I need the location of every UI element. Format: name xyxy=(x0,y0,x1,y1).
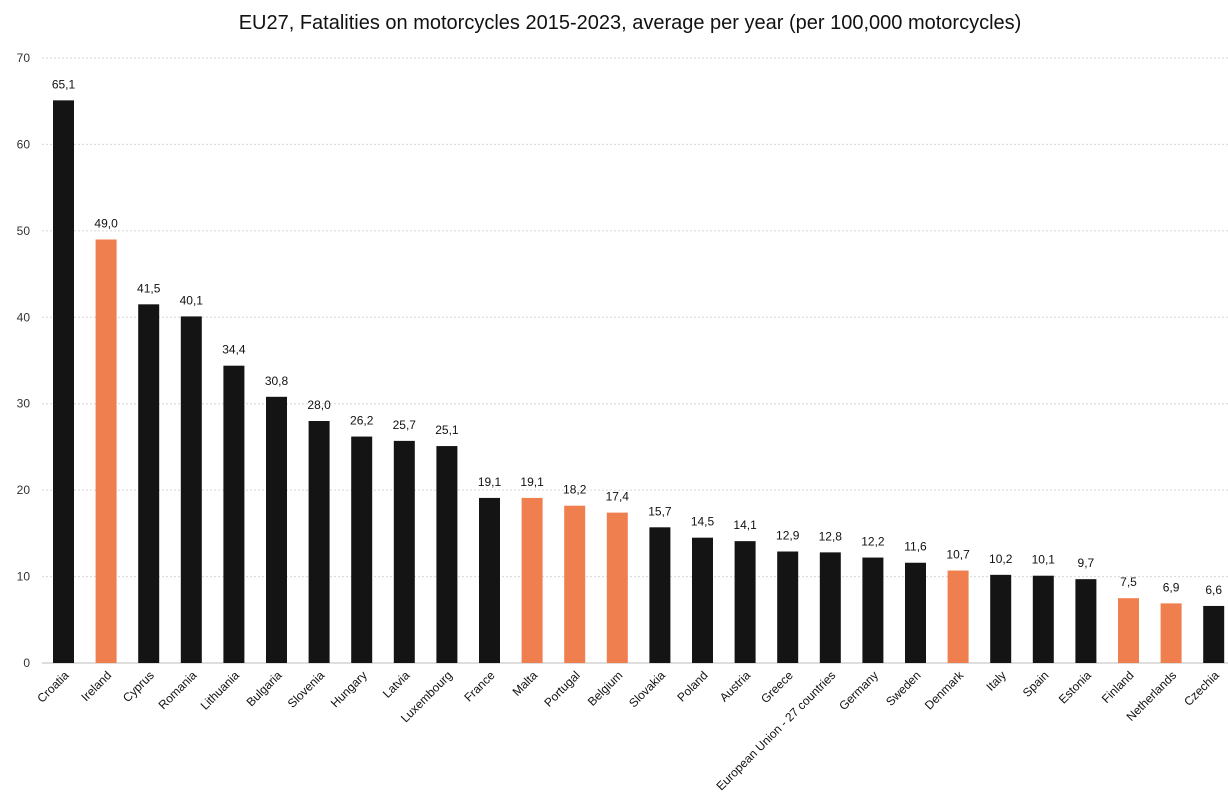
data-label: 18,2 xyxy=(563,483,587,497)
data-label: 15,7 xyxy=(648,504,672,518)
x-tick-label: Slovakia xyxy=(626,668,668,710)
data-label: 49,0 xyxy=(94,217,118,231)
data-label: 26,2 xyxy=(350,414,374,428)
data-label: 10,2 xyxy=(989,552,1013,566)
bar-cyprus xyxy=(138,304,160,663)
data-label: 9,7 xyxy=(1078,556,1095,570)
data-labels: 65,1 49,0 41,5 40,1 34,4 30,8 28,0 26,2 25,7 25,1… xyxy=(52,77,1223,597)
data-label: 7,5 xyxy=(1120,575,1137,589)
bar-sweden xyxy=(905,562,926,663)
y-tick-label: 70 xyxy=(17,51,31,65)
data-label: 14,5 xyxy=(691,515,715,529)
data-label: 41,5 xyxy=(137,281,161,295)
bars xyxy=(53,100,1225,664)
data-label: 10,1 xyxy=(1032,553,1056,567)
x-tick-label: Czechia xyxy=(1181,668,1222,709)
y-tick-label: 30 xyxy=(17,397,31,411)
x-tick-label: Portugal xyxy=(541,668,583,710)
data-label: 10,7 xyxy=(946,548,970,562)
data-label: 17,4 xyxy=(606,490,630,504)
bar-romania xyxy=(180,316,202,663)
bar-netherlands xyxy=(1160,603,1182,663)
bar-germany xyxy=(862,557,884,663)
y-tick-label: 10 xyxy=(17,570,31,584)
data-label: 28,0 xyxy=(307,398,331,412)
bar-poland xyxy=(692,537,713,663)
bar-belgium xyxy=(606,512,628,663)
bar-malta xyxy=(521,497,543,663)
x-tick-label: Ireland xyxy=(78,668,114,704)
bar-czechia xyxy=(1203,605,1225,663)
x-tick-label: Greece xyxy=(758,668,796,706)
bar-france xyxy=(479,497,500,663)
x-tick-label: Estonia xyxy=(1056,668,1094,706)
bar-estonia xyxy=(1075,579,1097,663)
gridlines xyxy=(42,57,1228,664)
data-label: 40,1 xyxy=(180,293,204,307)
data-label: 12,8 xyxy=(819,529,843,543)
data-label: 34,4 xyxy=(222,343,246,357)
y-axis-ticks: 0 10 20 30 40 50 60 70 xyxy=(17,51,31,670)
x-tick-label: Poland xyxy=(674,668,710,704)
x-tick-label: Spain xyxy=(1020,668,1052,700)
bar-luxembourg xyxy=(436,446,458,663)
bar-european-union-27-countries xyxy=(819,552,841,663)
bar-austria xyxy=(734,541,756,663)
x-tick-label: Sweden xyxy=(883,668,924,709)
data-label: 6,9 xyxy=(1163,580,1180,594)
data-label: 14,1 xyxy=(733,518,757,532)
bar-italy xyxy=(990,574,1012,663)
x-tick-label: Lithuania xyxy=(198,668,243,713)
bar-hungary xyxy=(351,436,373,663)
bar-slovakia xyxy=(649,527,671,663)
data-label: 6,6 xyxy=(1205,583,1222,597)
data-label: 11,6 xyxy=(904,540,927,554)
x-tick-label: Malta xyxy=(510,668,541,699)
data-label: 12,2 xyxy=(861,535,885,549)
bar-denmark xyxy=(947,570,969,663)
y-tick-label: 0 xyxy=(23,656,30,670)
bar-latvia xyxy=(393,440,415,663)
y-tick-label: 60 xyxy=(17,137,31,151)
data-label: 19,1 xyxy=(478,475,502,489)
chart-title: EU27, Fatalities on motorcycles 2015-202… xyxy=(238,12,1022,34)
x-tick-label: France xyxy=(461,668,498,705)
x-tick-label: Slovenia xyxy=(285,668,328,711)
bar-lithuania xyxy=(223,365,245,663)
x-tick-label: Austria xyxy=(717,668,754,705)
bar-spain xyxy=(1032,575,1054,663)
bar-croatia xyxy=(53,100,74,664)
data-label: 65,1 xyxy=(52,77,76,91)
data-label: 25,7 xyxy=(393,418,417,432)
x-tick-label: Latvia xyxy=(380,668,413,701)
x-tick-label: Denmark xyxy=(922,668,967,713)
x-tick-label: Germany xyxy=(836,668,881,713)
data-label: 12,9 xyxy=(776,529,800,543)
x-tick-label: Italy xyxy=(983,668,1008,693)
x-tick-label: Cyprus xyxy=(120,668,157,705)
y-tick-label: 20 xyxy=(17,483,31,497)
data-label: 19,1 xyxy=(520,475,544,489)
x-tick-label: Croatia xyxy=(34,668,71,705)
bar-slovenia xyxy=(308,421,330,663)
bar-ireland xyxy=(95,239,117,663)
data-label: 30,8 xyxy=(265,374,289,388)
y-tick-label: 40 xyxy=(17,310,31,324)
bar-bulgaria xyxy=(266,396,287,663)
y-tick-label: 50 xyxy=(17,224,31,238)
bar-finland xyxy=(1118,598,1139,663)
bar-portugal xyxy=(564,505,586,663)
x-tick-label: Hungary xyxy=(328,668,370,710)
x-tick-label: Finland xyxy=(1099,668,1137,706)
x-tick-label: Romania xyxy=(156,668,200,712)
bar-greece xyxy=(777,551,799,663)
x-tick-label: Belgium xyxy=(585,668,626,709)
data-label: 25,1 xyxy=(435,423,459,437)
x-tick-label: Bulgaria xyxy=(244,668,285,709)
